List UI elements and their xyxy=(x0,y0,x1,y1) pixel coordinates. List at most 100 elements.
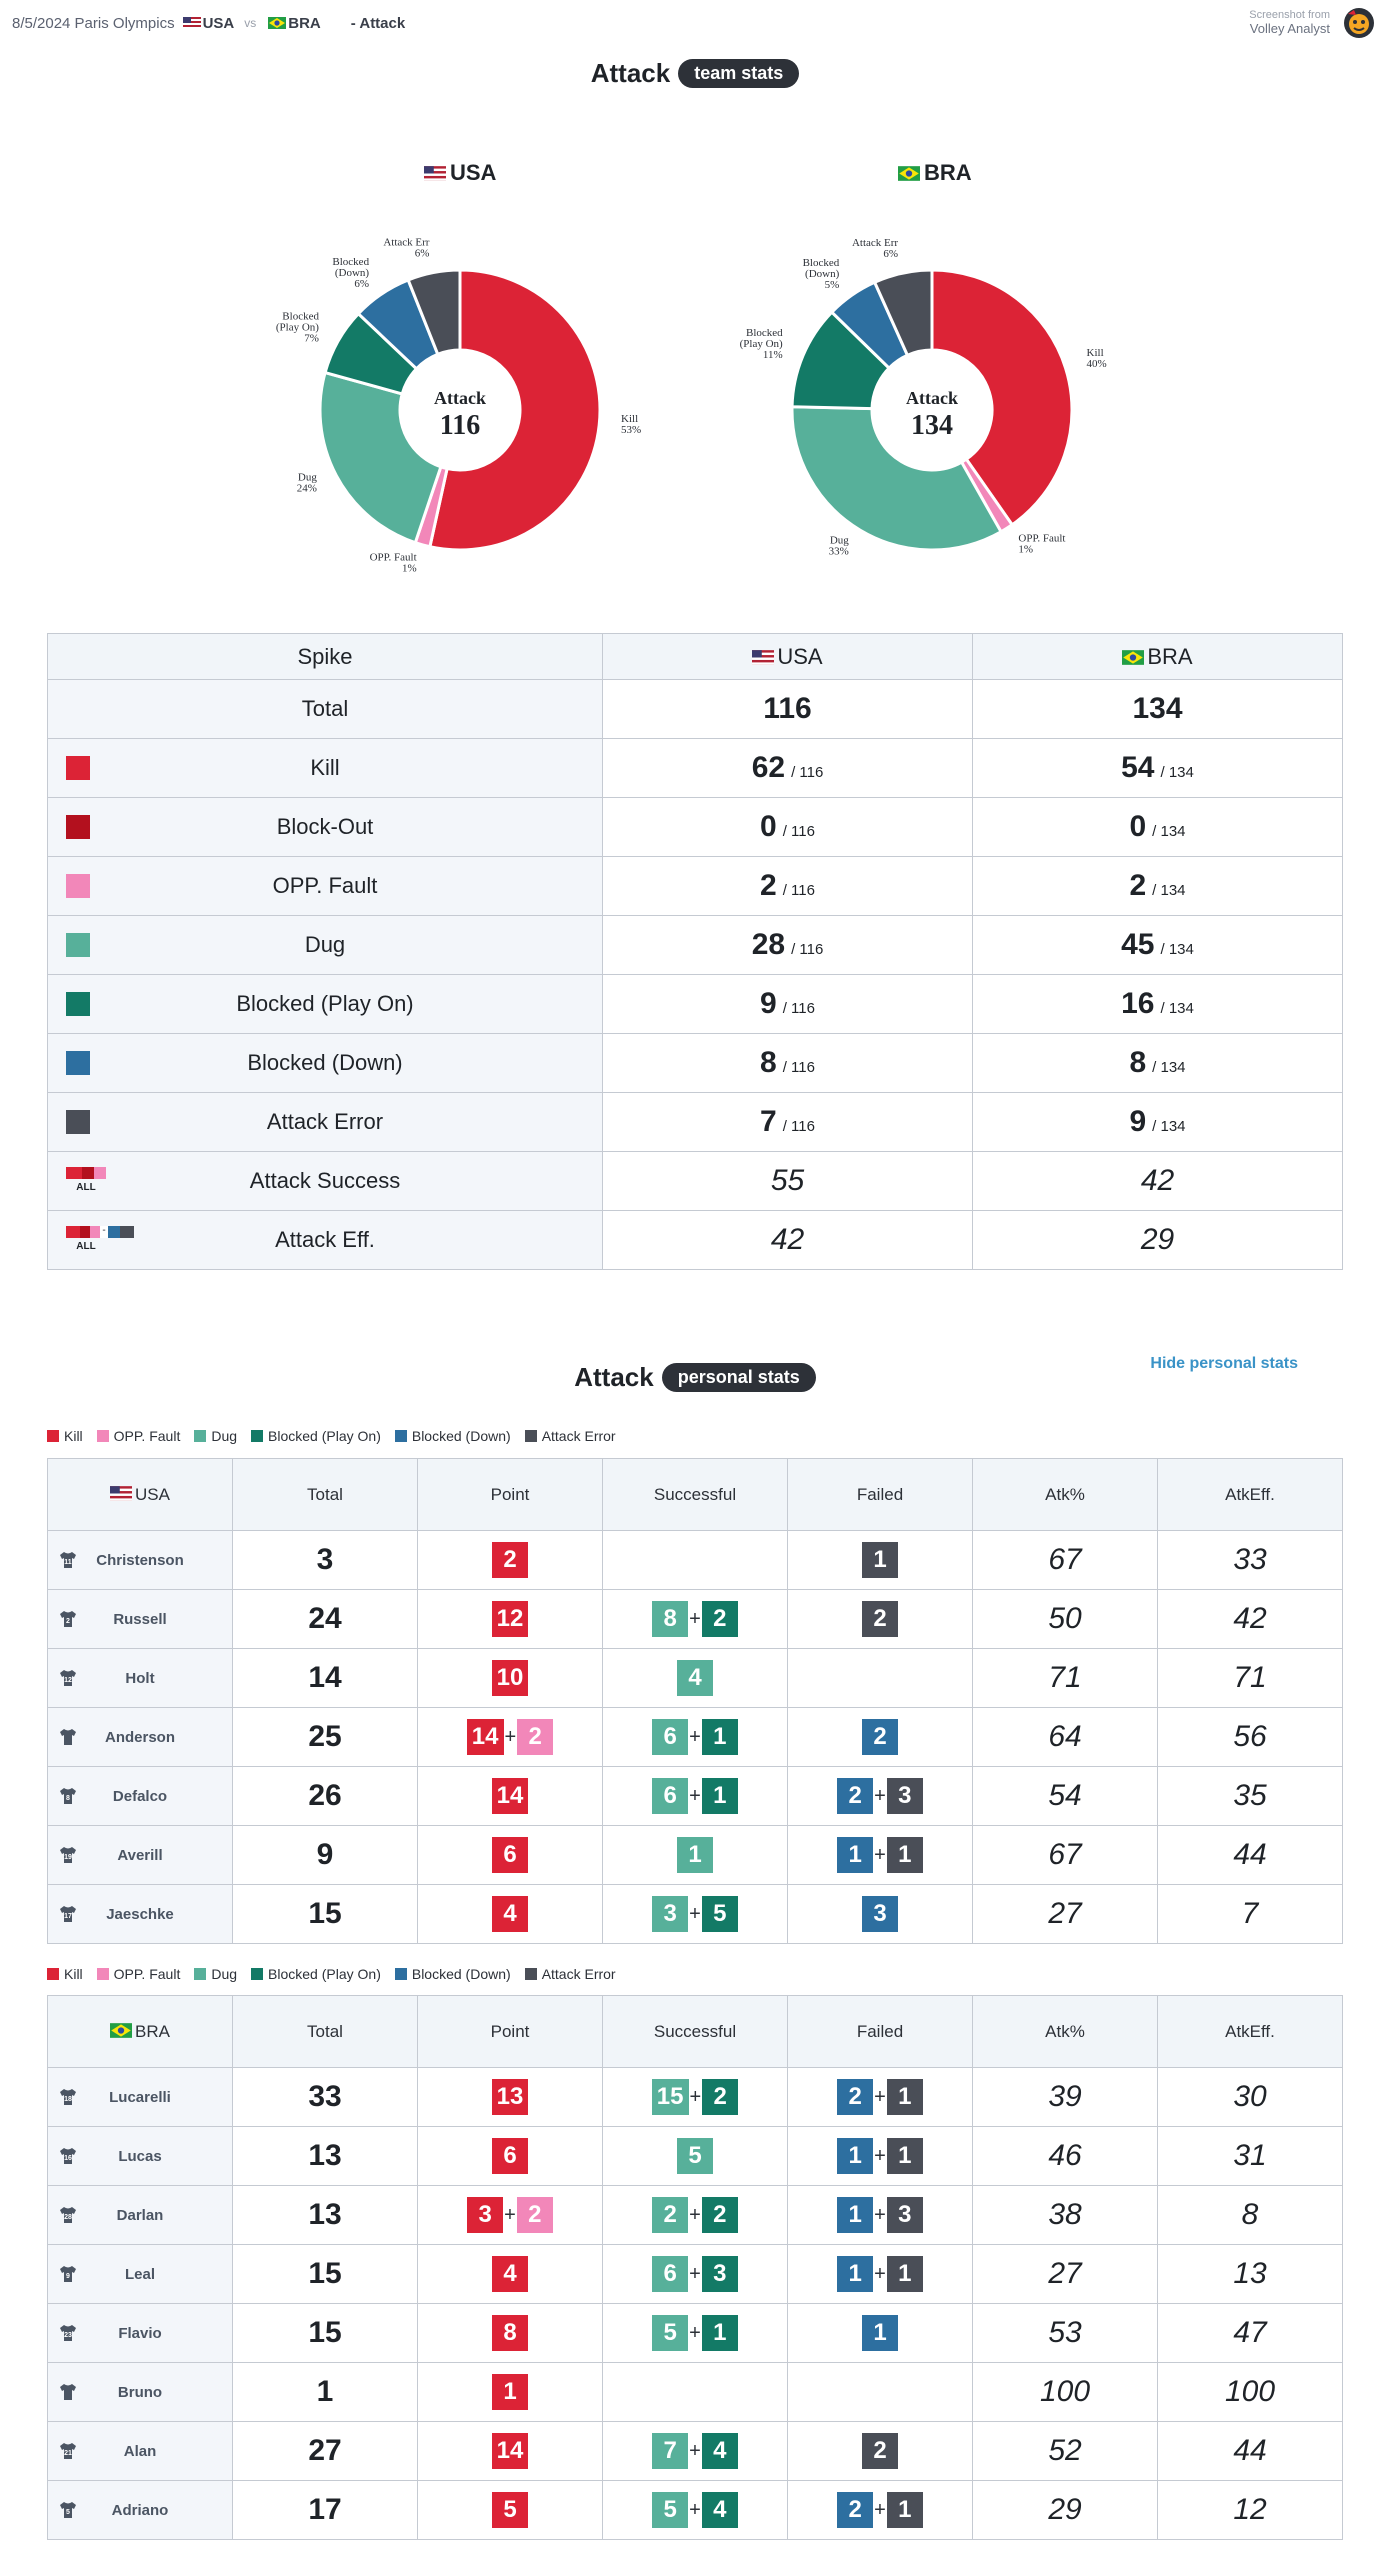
player-failed-cell: 2 +1 xyxy=(787,2067,973,2127)
player-failed-cell: 2 xyxy=(787,1589,973,1649)
legend-label: Blocked (Down) xyxy=(411,1428,511,1444)
player-name-cell: 23 Flavio xyxy=(47,2303,233,2363)
brazil-flag-icon xyxy=(110,2022,133,2038)
attack-error-count-box: 2 xyxy=(862,1601,898,1637)
column-header-atk: Atk% xyxy=(972,1458,1158,1531)
legend-item-attack-error: Attack Error xyxy=(524,1428,616,1444)
donut-center-label: Attack xyxy=(906,388,958,408)
player-atk-eff: 13 xyxy=(1157,2244,1343,2304)
legend-label: Blocked (Down) xyxy=(411,1966,511,1982)
column-header-atk: Atk% xyxy=(972,1995,1158,2068)
player-failed-cell: 1 +1 xyxy=(787,1825,973,1885)
donut-center-value: 116 xyxy=(440,410,480,441)
blocked-down-legend-swatch-icon xyxy=(394,1968,407,1980)
plus-sign: + xyxy=(874,2144,886,2167)
usa-block-out-value: 0 xyxy=(760,810,777,843)
player-name-cell: 17 Jaeschke xyxy=(47,1884,233,1944)
attack-success-row: ALL Attack Success 55 42 xyxy=(47,1151,1343,1211)
plus-sign: + xyxy=(504,1725,517,1748)
team-row-block-out: Block-Out 0 / 116 0 / 134 xyxy=(47,797,1343,857)
dug-count-box: 4 xyxy=(677,1660,713,1696)
legend-label: OPP. Fault xyxy=(113,1966,181,1982)
player-failed-cell: 3 xyxy=(787,1884,973,1944)
player-failed-cell: 1 xyxy=(787,1530,973,1590)
bra-dug-of-total: / 134 xyxy=(1160,941,1194,958)
player-successful-cell: 6 +1 xyxy=(602,1707,788,1767)
blocked-play-on-count-box: 4 xyxy=(701,2492,738,2528)
player-successful-cell: 5 +1 xyxy=(602,2303,788,2363)
kill-count-box: 10 xyxy=(491,1660,529,1696)
donut-center-value: 134 xyxy=(911,410,953,441)
player-row: 23 Flavio 15 8 5 +1 1 53 47 xyxy=(47,2303,1343,2363)
bra-blocked-down-cell: 8 / 134 xyxy=(972,1033,1343,1093)
kill-count-box: 4 xyxy=(492,2256,528,2292)
bra-total-cell: 134 xyxy=(972,679,1343,739)
plus-sign: + xyxy=(874,2498,886,2521)
plus-sign: + xyxy=(874,1784,886,1807)
player-atk-pct: 29 xyxy=(972,2480,1158,2540)
team-row-label-cell: Blocked (Down) xyxy=(47,1033,603,1093)
attack-error-count-box: 3 xyxy=(886,2197,923,2233)
blocked-down-count-box: 2 xyxy=(862,1719,898,1755)
player-name-cell: 2 Russell xyxy=(47,1589,233,1649)
player-name: Lucarelli xyxy=(109,2088,171,2106)
player-atk-pct: 27 xyxy=(972,2244,1158,2304)
dug-legend-swatch-icon xyxy=(194,1968,207,1980)
block-out-swatch-icon xyxy=(66,815,90,839)
plus-sign: + xyxy=(689,1607,701,1630)
blocked-down-count-box: 1 xyxy=(837,2256,874,2292)
dug-count-box: 5 xyxy=(652,2315,689,2351)
hide-personal-stats-link[interactable]: Hide personal stats xyxy=(1150,1355,1298,1372)
player-atk-pct: 38 xyxy=(972,2185,1158,2245)
jersey-number: 2 xyxy=(66,1618,70,1625)
player-atk-pct: 53 xyxy=(972,2303,1158,2363)
jersey-number: 21 xyxy=(64,2450,72,2457)
plus-sign: + xyxy=(689,2262,701,2285)
usa-dug-cell: 28 / 116 xyxy=(602,915,973,975)
player-failed-cell xyxy=(787,2362,973,2422)
blocked-down-count-box: 2 xyxy=(837,2492,874,2528)
legend-item-opp-fault: OPP. Fault xyxy=(96,1966,181,1982)
player-total: 27 xyxy=(232,2421,418,2481)
jersey-number: 9 xyxy=(66,2273,70,2280)
player-point-cell: 8 xyxy=(417,2303,603,2363)
player-name-cell: 28 Darlan xyxy=(47,2185,233,2245)
player-successful-cell: 3 +5 xyxy=(602,1884,788,1944)
attack-error-count-box: 1 xyxy=(862,1542,898,1578)
player-successful-cell: 4 xyxy=(602,1648,788,1708)
player-total: 13 xyxy=(232,2185,418,2245)
dug-count-box: 8 xyxy=(652,1601,689,1637)
attack-success-all-badge: ALL xyxy=(76,1182,96,1193)
vs-label: vs xyxy=(244,16,257,30)
usa-attack-donut-chart: Kill 53% OPP. Fault 1% Dug 24% Blocked (Play On… xyxy=(276,236,641,574)
donut-label-kill: Kill 53% xyxy=(621,413,641,436)
player-row: 12 Holt 14 10 4 71 71 xyxy=(47,1648,1343,1708)
team-row-kill: Kill 62 / 116 54 / 134 xyxy=(47,738,1343,798)
player-total: 9 xyxy=(232,1825,418,1885)
player-name-cell: 9 Leal xyxy=(47,2244,233,2304)
team-stats-badge: team stats xyxy=(678,59,800,88)
player-atk-eff: 7 xyxy=(1157,1884,1343,1944)
usa-blocked-down-of-total: / 116 xyxy=(782,1059,815,1076)
blocked-down-legend-swatch-icon xyxy=(394,1430,407,1442)
player-point-cell: 13 xyxy=(417,2067,603,2127)
kill-count-box: 6 xyxy=(492,2138,528,2174)
opp-fault-swatch-icon xyxy=(66,874,90,898)
player-total: 15 xyxy=(232,2303,418,2363)
bra-donut-team: BRA xyxy=(924,160,972,185)
kill-count-box: 14 xyxy=(466,1719,504,1755)
player-name-cell: 11 Christenson xyxy=(47,1530,233,1590)
team-a-name: USA xyxy=(202,14,235,32)
player-name: Christenson xyxy=(96,1551,184,1569)
player-point-cell: 4 xyxy=(417,1884,603,1944)
team-header-cell: BRA xyxy=(47,1995,233,2068)
bra-dug-value: 45 xyxy=(1121,928,1155,961)
kill-count-box: 5 xyxy=(492,2492,528,2528)
player-failed-cell xyxy=(787,1648,973,1708)
usa-attack-error-cell: 7 / 116 xyxy=(602,1092,973,1152)
team-row-blocked-down: Blocked (Down) 8 / 116 8 / 134 xyxy=(47,1033,1343,1093)
player-point-cell: 6 xyxy=(417,1825,603,1885)
bra-attack-success: 42 xyxy=(1140,1164,1175,1197)
usa-personal-table: USA Total Point Successful Failed Atk% AtkEff.… xyxy=(47,1458,1343,1944)
player-atk-eff: 44 xyxy=(1157,1825,1343,1885)
